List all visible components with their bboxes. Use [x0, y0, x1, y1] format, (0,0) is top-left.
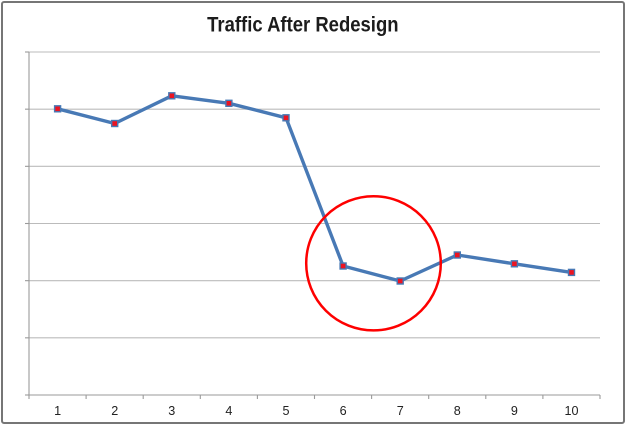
svg-text:1: 1 — [54, 404, 61, 418]
svg-text:8: 8 — [454, 404, 461, 418]
svg-text:4: 4 — [225, 404, 232, 418]
svg-text:5: 5 — [282, 404, 289, 418]
svg-text:9: 9 — [511, 404, 518, 418]
svg-text:7: 7 — [397, 404, 404, 418]
svg-text:10: 10 — [564, 404, 578, 418]
svg-text:6: 6 — [340, 404, 347, 418]
svg-text:2: 2 — [111, 404, 118, 418]
svg-text:Traffic After Redesign: Traffic After Redesign — [207, 13, 398, 36]
svg-text:3: 3 — [168, 404, 175, 418]
